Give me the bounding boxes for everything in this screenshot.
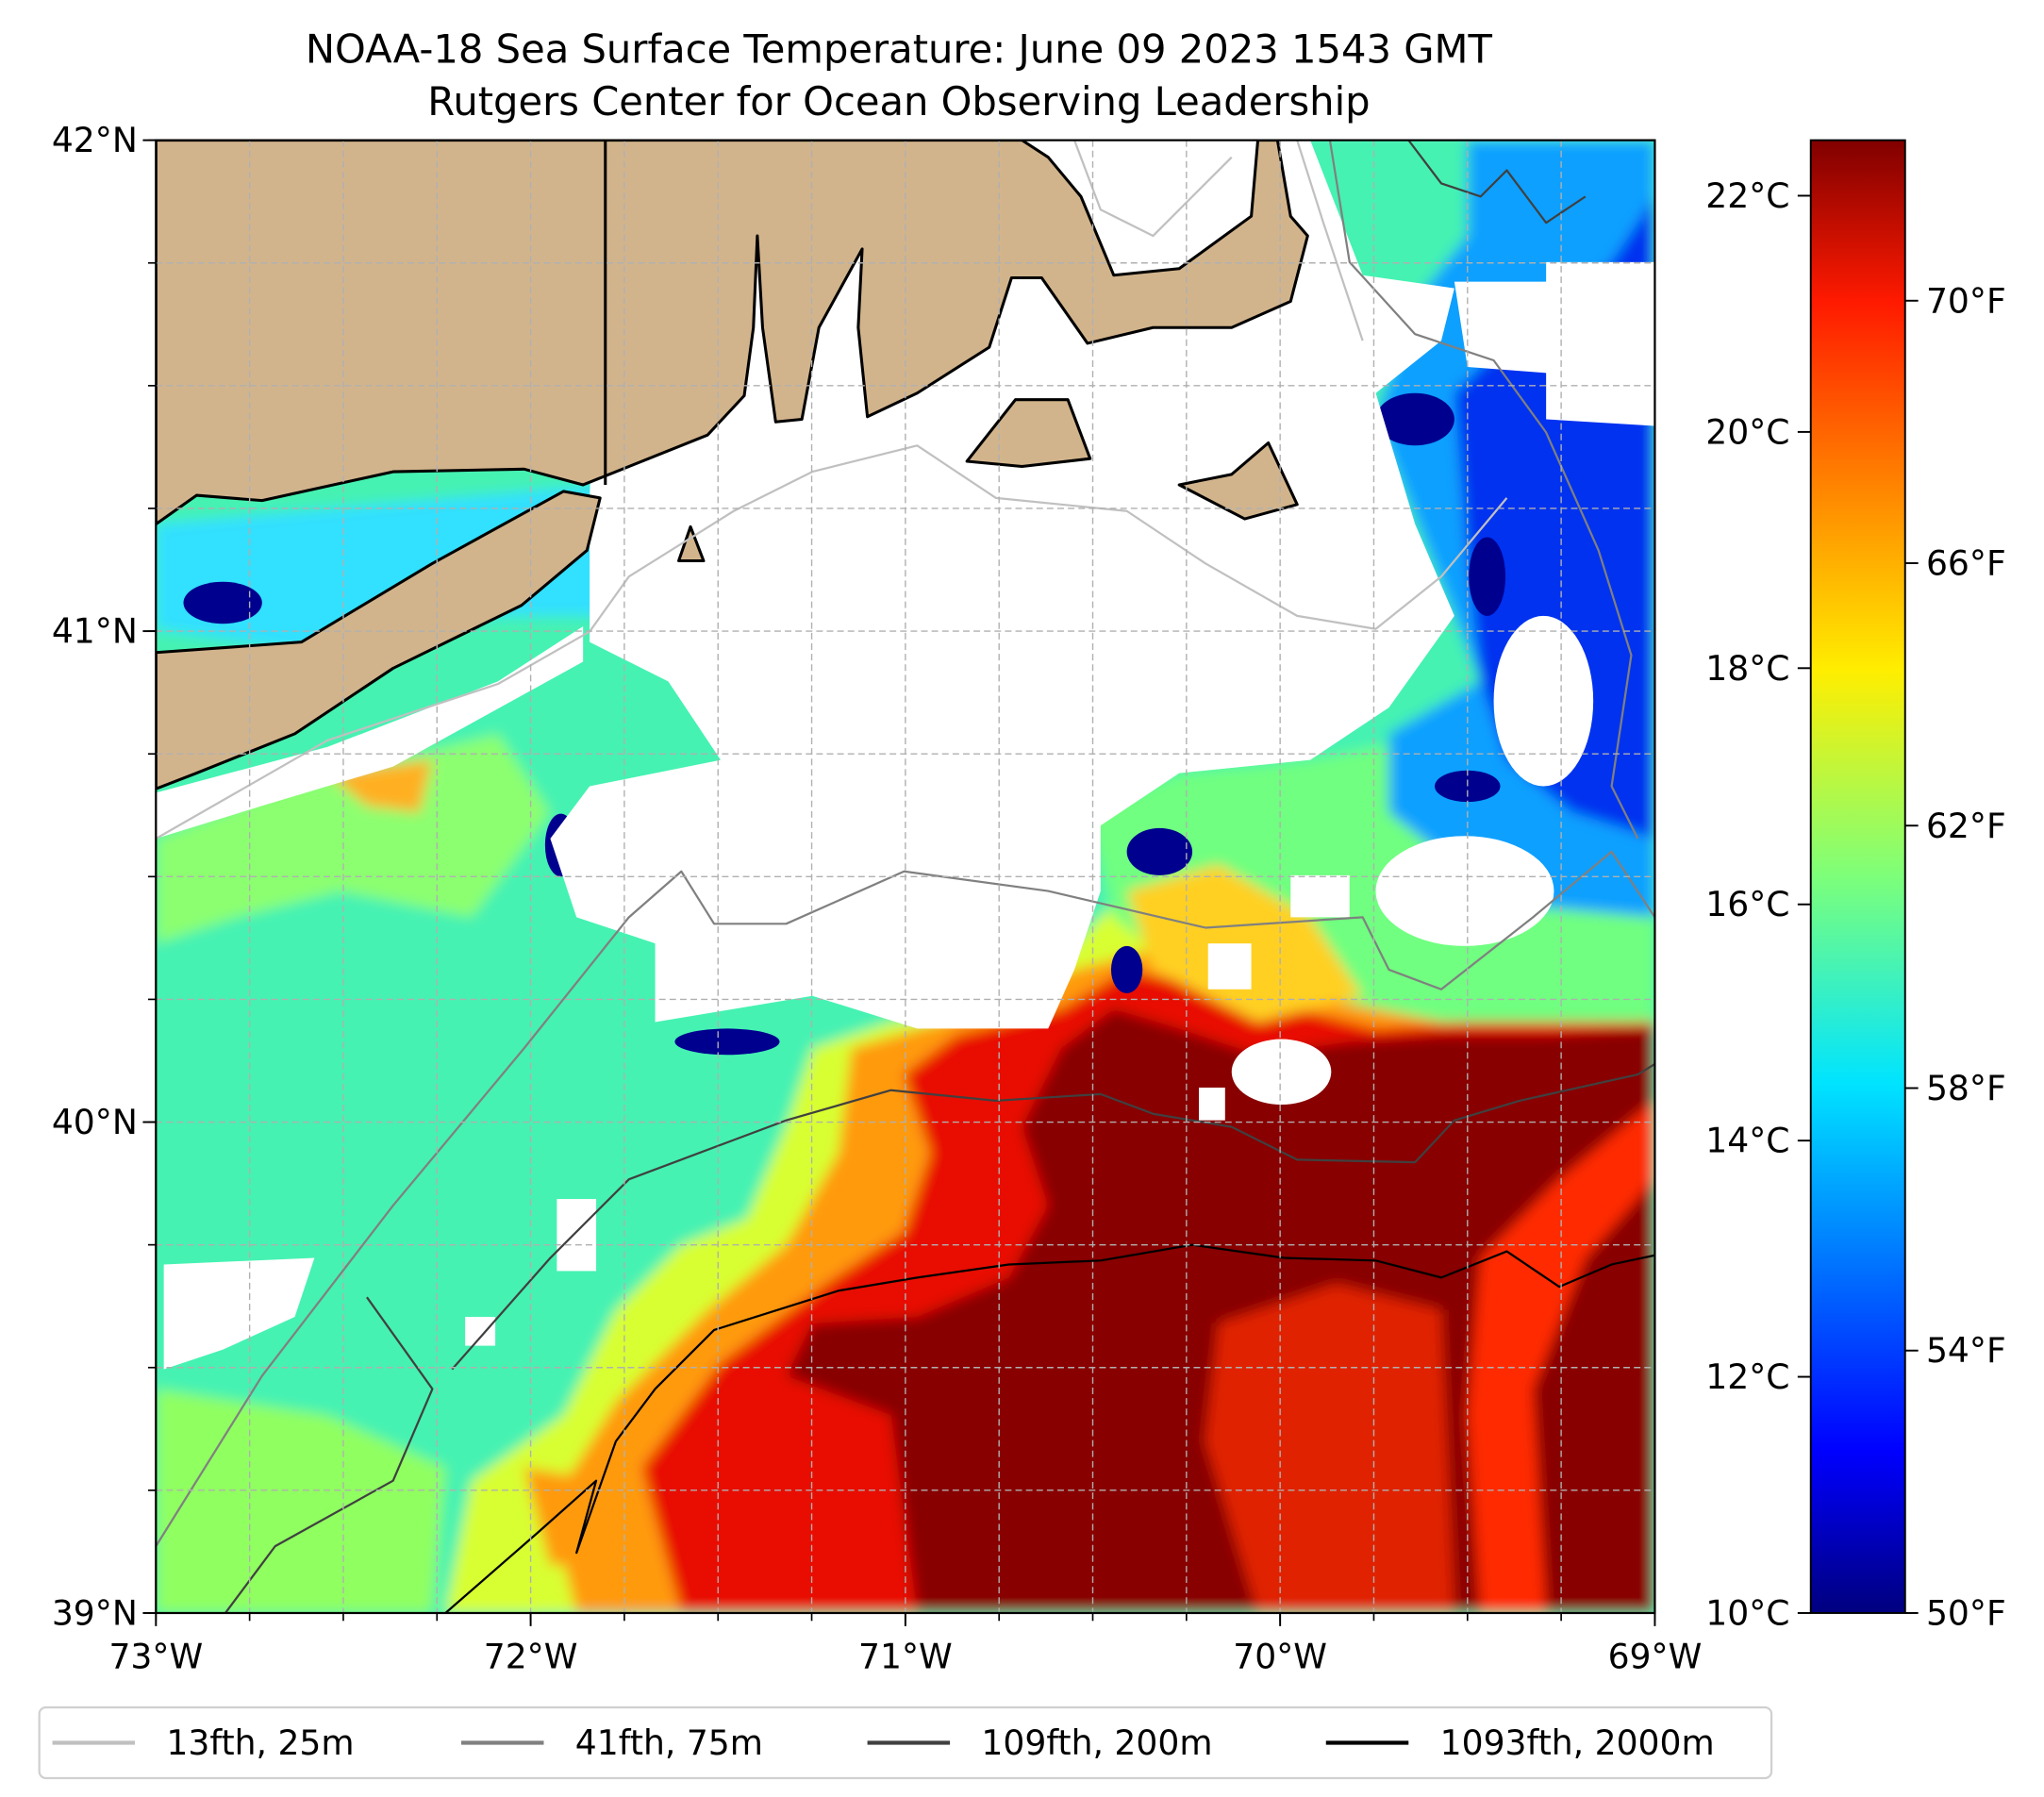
lon-tick-label: 72°W — [484, 1636, 578, 1676]
navy-patch — [1110, 945, 1143, 993]
lon-tick-label: 70°W — [1233, 1636, 1327, 1676]
sst-green-patch-sw — [156, 1389, 446, 1613]
legend-entry: 13fth, 25m — [52, 1722, 355, 1763]
lon-tick-label: 69°W — [1608, 1636, 1703, 1676]
contour-25m — [156, 140, 1508, 840]
legend-label: 41fth, 75m — [575, 1722, 763, 1763]
contour-75m — [156, 140, 1655, 1547]
cold-patches — [183, 392, 1506, 1056]
navy-patch — [1126, 827, 1193, 875]
celsius-tick-label: 20°C — [1705, 411, 1789, 452]
sst-red-band-east — [1467, 1100, 1655, 1613]
cloud-patch — [1454, 281, 1554, 374]
map-area — [156, 140, 1655, 1613]
land — [156, 140, 1309, 790]
cloud-patch — [1199, 1087, 1225, 1121]
legend-label: 1093fth, 2000m — [1440, 1722, 1715, 1763]
fahrenheit-tick-label: 66°F — [1926, 543, 2006, 584]
depth-contours — [156, 140, 1655, 1613]
navy-patch — [674, 1028, 780, 1056]
contour-200m — [224, 140, 1655, 1613]
lat-tick-label: 39°N — [52, 1592, 138, 1633]
land-marthas-vineyard — [965, 398, 1092, 469]
colorbar — [1809, 139, 1906, 1614]
land-long-island — [156, 490, 602, 790]
contour-2000m — [444, 1243, 1655, 1613]
lat-tick-label: 40°N — [52, 1102, 138, 1142]
lat-tick-label: 42°N — [52, 120, 138, 160]
fahrenheit-tick-label: 62°F — [1926, 806, 2006, 846]
sst-green-patch-west — [156, 733, 551, 944]
sst-red-eddy-south — [1205, 1284, 1454, 1613]
fahrenheit-tick-label: 50°F — [1926, 1592, 2006, 1633]
celsius-tick-label: 10°C — [1705, 1592, 1789, 1633]
cloud-patch — [1493, 615, 1594, 787]
legend-entry: 109fth, 200m — [867, 1722, 1213, 1763]
lon-tick-label: 71°W — [858, 1636, 953, 1676]
legend-entry: 41fth, 75m — [460, 1722, 763, 1763]
legend: 13fth, 25m 41fth, 75m 109fth, 200m 1093fth,… — [38, 1705, 1773, 1780]
fahrenheit-tick-label: 70°F — [1926, 280, 2006, 321]
land-block-island — [677, 524, 706, 563]
celsius-tick-label: 18°C — [1705, 648, 1789, 689]
cloud-patch — [1375, 836, 1554, 946]
cloud-south-of-long-island — [156, 625, 584, 840]
cloud-patch — [465, 1317, 496, 1346]
celsius-tick-label: 14°C — [1705, 1121, 1789, 1161]
land-nantucket — [1177, 441, 1299, 521]
gridlines — [156, 140, 1655, 1613]
cloud-patch — [1231, 1039, 1332, 1106]
navy-patch — [183, 581, 262, 624]
celsius-tick-label: 22°C — [1705, 175, 1789, 216]
celsius-tick-label: 12°C — [1705, 1356, 1789, 1397]
navy-patch — [1375, 392, 1454, 446]
chart-title: NOAA-18 Sea Surface Temperature: June 09… — [306, 26, 1493, 73]
fahrenheit-tick-label: 54°F — [1926, 1330, 2006, 1371]
legend-label: 109fth, 200m — [981, 1722, 1212, 1763]
cloud-patch — [1546, 261, 1655, 426]
legend-entry: 1093fth, 2000m — [1325, 1722, 1715, 1763]
lon-tick-label: 73°W — [108, 1636, 203, 1676]
cloud-patch — [557, 1199, 597, 1272]
celsius-tick-label: 16°C — [1705, 884, 1789, 924]
navy-patch — [1469, 537, 1506, 616]
fahrenheit-tick-label: 58°F — [1926, 1068, 2006, 1108]
map-axis-ticks: 39°N 40°N 41°N 42°N 73°W 72°W 71°W 70°W 69°W — [52, 120, 1702, 1676]
cloud-patch — [1290, 874, 1350, 918]
cloud-patch — [163, 1257, 315, 1370]
colorbar-ticks: 10°C 12°C 14°C 16°C 18°C 20°C 22°C 50°F 54°F 58°F… — [1705, 175, 2005, 1633]
chart-subtitle: Rutgers Center for Ocean Observing Leade… — [427, 78, 1370, 125]
legend-label: 13fth, 25m — [166, 1722, 354, 1763]
land-mainland-new-england — [156, 140, 1309, 526]
lat-tick-label: 41°N — [52, 611, 138, 652]
cloud-patch — [1207, 943, 1252, 990]
